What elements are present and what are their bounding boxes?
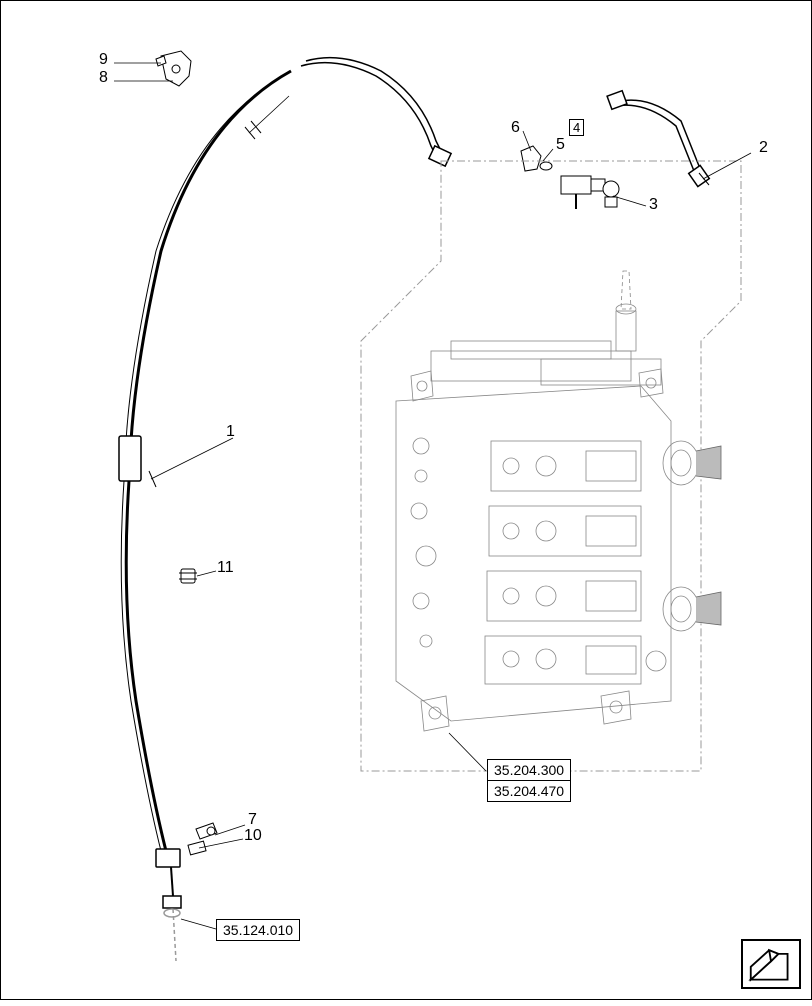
- ref-35-204-470: 35.204.470: [487, 780, 571, 802]
- diagram-container: 1 2 3 5 6 7 8 9 10 11 4 35.124.010 35.20…: [1, 1, 812, 1001]
- callout-9: 9: [99, 51, 108, 69]
- callout-11: 11: [217, 559, 234, 577]
- callout-1: 1: [226, 423, 235, 441]
- tube-2: [607, 91, 709, 187]
- diagram-svg: [1, 1, 812, 1001]
- ref-35-204-300: 35.204.300: [487, 759, 571, 781]
- ref-stack-35-204: 35.204.300 35.204.470: [487, 759, 571, 801]
- callout-6: 6: [511, 119, 520, 137]
- callout-8: 8: [99, 69, 108, 87]
- callout-2: 2: [759, 139, 768, 157]
- clamp-11: [179, 569, 197, 583]
- ref-35-124-010: 35.124.010: [216, 919, 300, 941]
- callout-3: 3: [649, 196, 658, 214]
- leader-lines: [114, 63, 751, 929]
- callout-5: 5: [556, 136, 565, 154]
- connector-block: [521, 146, 619, 209]
- note-4: 4: [569, 119, 584, 136]
- main-hose: [119, 58, 451, 961]
- valve-block-assembly: [396, 271, 721, 731]
- assembly-boundary: [361, 161, 741, 771]
- bolt-7-10: [188, 823, 217, 855]
- next-page-icon[interactable]: [741, 939, 801, 989]
- callout-10: 10: [244, 827, 262, 845]
